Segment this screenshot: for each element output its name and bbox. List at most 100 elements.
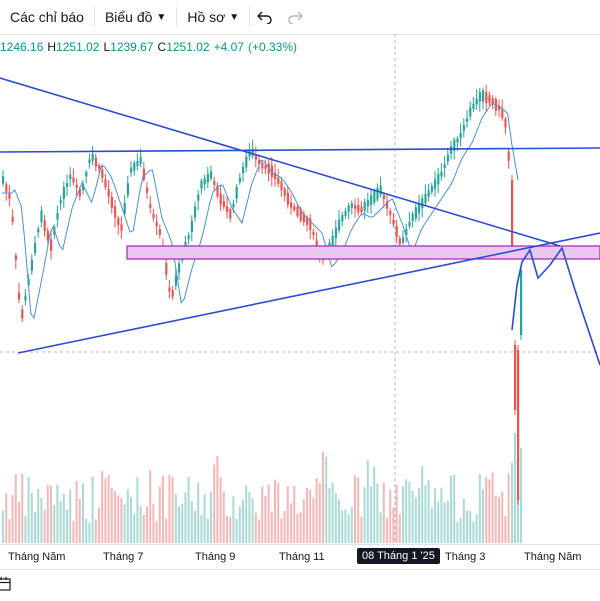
candle-body [5,184,8,192]
candle-body [91,153,94,161]
candle-body [37,228,40,233]
redo-button[interactable] [280,0,310,34]
volume-bar [456,521,459,543]
volume-bar [312,497,315,543]
volume-bar [395,484,398,543]
profile-button[interactable]: Hồ sơ ▼ [177,0,249,34]
candle-body [347,205,350,212]
volume-bar [30,492,33,543]
candle-body [485,92,488,104]
candle-body [142,168,145,180]
candle-body [459,132,462,139]
candle-body [302,213,305,223]
volume-bar [350,506,353,543]
candle-body [392,219,395,225]
volume-bar [155,521,158,543]
candle-body [210,171,213,179]
calendar-icon[interactable] [0,576,12,592]
undo-button[interactable] [250,0,280,34]
volume-bar [219,477,222,543]
candle-body [110,196,113,208]
candle-body [194,206,197,218]
volume-bar [123,504,126,543]
volume-bar [120,497,123,543]
candle-body [478,92,481,102]
volume-bar [149,470,152,543]
open-value: 1246.16 [0,40,44,54]
candle-body [366,200,369,207]
time-label: Tháng 7 [103,551,144,563]
candle-body [389,210,392,216]
candle-body [421,198,424,208]
time-label: Tháng 3 [445,551,486,563]
volume-bar [46,484,49,543]
volume-bar [315,478,318,543]
candle-body [155,221,158,227]
candle-body [232,203,235,208]
candle-body [511,180,514,255]
candle-body [360,206,363,213]
volume-bar [309,489,312,543]
volume-bar [363,487,366,543]
candle-body [66,182,69,188]
redo-icon [288,11,304,24]
candle-body [456,138,459,143]
candle-body [203,178,206,185]
volume-bar [78,498,81,543]
candle-body [149,204,152,208]
volume-bar [280,518,283,543]
candle-body [341,214,344,222]
candle-body [280,181,283,190]
volume-bar [462,498,465,543]
time-label: Tháng Năm [8,551,66,563]
candle-body [446,154,449,162]
volume-bar [299,511,302,543]
candle-body [18,292,21,300]
candle-body [104,179,107,188]
volume-bar [85,518,88,543]
volume-bar [421,466,424,543]
volume-bar [238,506,241,543]
candle-body [382,194,385,200]
candle-body [11,216,14,222]
volume-bar [376,483,379,543]
candle-body [344,211,347,216]
low-prefix: L [103,40,111,54]
volume-bar [194,510,196,543]
volume-bar [341,510,344,543]
volume-bar [117,495,120,543]
volume-bar [379,512,382,543]
candle-body [43,220,46,232]
volume-bar [472,521,475,543]
volume-bar [478,474,481,543]
price-chart[interactable] [0,34,600,544]
candle-body [507,151,510,161]
chevron-down-icon: ▼ [229,11,240,23]
volume-bar [424,485,427,543]
volume-bar [338,499,340,543]
volume-bar [8,519,11,543]
volume-bar [488,479,491,543]
volume-bar [322,451,324,543]
candle-body [46,230,49,241]
indicators-button[interactable]: Các chỉ báo [0,0,94,34]
volume-bar [514,433,516,543]
volume-bar [187,476,190,543]
candle-body [75,184,78,188]
profile-label: Hồ sơ [187,9,226,25]
volume-bar [511,463,513,543]
close-prefix: C [157,40,167,54]
volume-bar [152,503,155,543]
volume-bar [373,466,376,543]
volume-bar [203,494,206,543]
volume-bar [386,518,388,543]
chart-type-button[interactable]: Biểu đồ ▼ [95,0,176,34]
volume-bar [482,489,484,543]
candle-body [152,214,155,218]
volume-bar [142,514,145,543]
candle-body [21,309,24,319]
candle-body [136,161,139,167]
candle-body [338,219,341,231]
candle-body [123,202,126,214]
candle-body [312,231,315,235]
